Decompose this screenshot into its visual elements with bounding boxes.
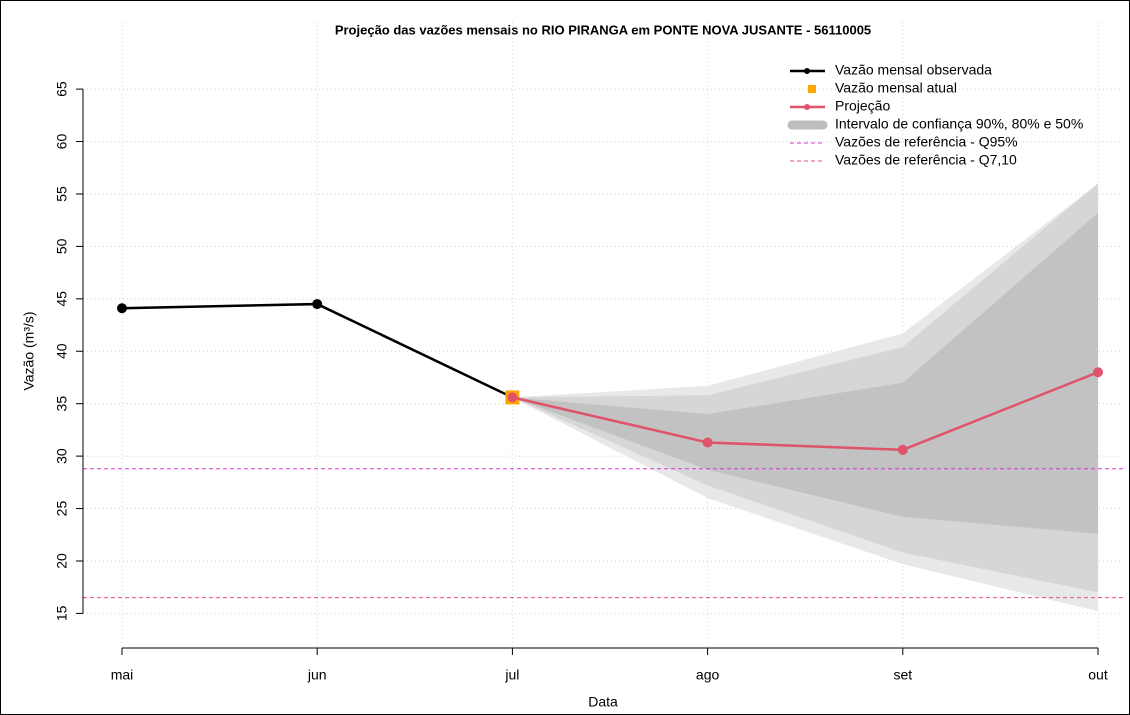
y-axis-label: Vazão (m³/s): [21, 311, 37, 390]
series-line: [512, 371, 1099, 452]
x-tick-label: out: [1088, 667, 1108, 683]
legend-swatch: [804, 68, 810, 74]
point: [702, 437, 713, 448]
point: [1093, 367, 1103, 378]
legend-swatch: [804, 104, 810, 110]
x-tick-label: jun: [307, 667, 327, 683]
y-tick-label: 15: [54, 605, 70, 621]
point: [312, 299, 323, 310]
legend-label: Vazões de referência - Q95%: [835, 134, 1018, 150]
y-tick-label: 45: [54, 291, 70, 307]
x-tick-label: set: [893, 667, 912, 683]
y-tick-label: 50: [54, 238, 70, 254]
point: [507, 392, 518, 403]
y-tick-label: 20: [54, 553, 70, 569]
legend-swatch: [808, 85, 816, 93]
y-tick-label: 65: [54, 81, 70, 97]
legend-label: Projeção: [835, 98, 890, 114]
legend-label: Intervalo de confiança 90%, 80% e 50%: [835, 116, 1083, 132]
confidence-band: [512, 212, 1098, 534]
legend-label: Vazões de referência - Q7,10: [835, 152, 1017, 168]
x-axis-label: Data: [588, 694, 618, 710]
point: [117, 303, 127, 314]
x-tick-label: jul: [504, 667, 519, 683]
y-tick-label: 35: [54, 396, 70, 412]
y-tick-label: 30: [54, 448, 70, 464]
y-tick-label: 40: [54, 343, 70, 359]
legend-label: Vazão mensal atual: [835, 80, 957, 96]
y-tick-label: 25: [54, 501, 70, 517]
y-tick-label: 60: [54, 134, 70, 150]
chart-title: Projeção das vazões mensais no RIO PIRAN…: [335, 22, 871, 37]
y-tick-label: 55: [54, 186, 70, 202]
x-tick-label: mai: [111, 667, 134, 683]
x-tick-label: ago: [696, 667, 720, 683]
point: [897, 444, 908, 455]
legend-label: Vazão mensal observada: [835, 62, 992, 78]
